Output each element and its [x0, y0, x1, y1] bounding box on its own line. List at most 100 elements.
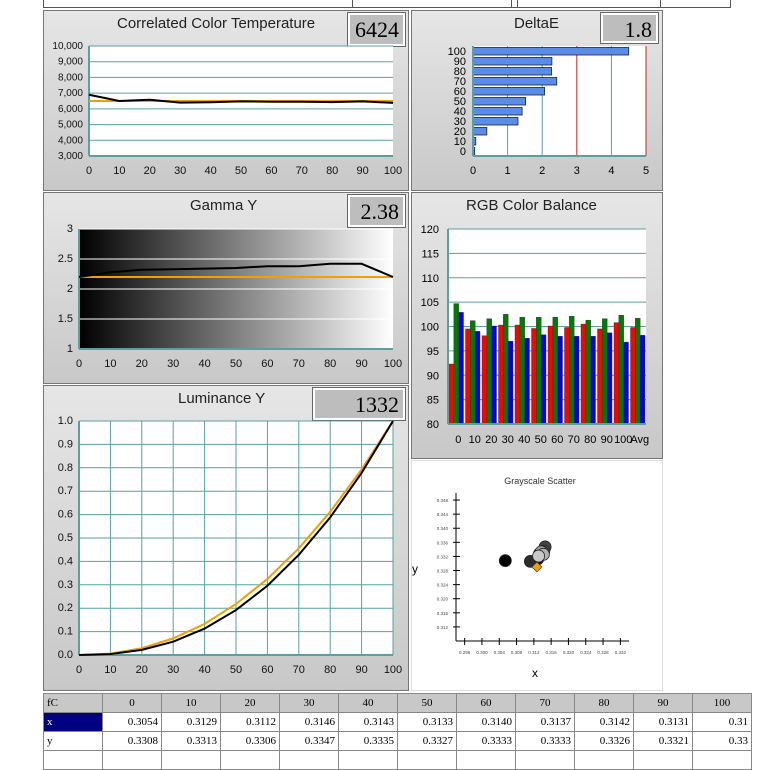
x-tick-label: 0.296: [459, 650, 471, 655]
x-tick-label: 100: [384, 165, 402, 177]
measured-line: [78, 262, 394, 278]
blue-bar: [639, 335, 646, 425]
table-cell[interactable]: 0.33: [692, 731, 752, 751]
table-cell[interactable]: 0.3140: [456, 712, 516, 732]
table-cell[interactable]: 0.3133: [397, 712, 457, 732]
table-cell[interactable]: [397, 750, 457, 770]
x-axis-label: x: [532, 666, 538, 680]
y-tick-label: 95: [427, 346, 439, 358]
y-tick-label: 115: [421, 248, 439, 260]
table-cell[interactable]: 0.3335: [338, 731, 398, 751]
x-tick-label: 90: [356, 165, 368, 177]
x-tick-label: 10: [104, 358, 116, 370]
y-tick-label: 10,000: [52, 41, 83, 52]
x-tick-label: 10: [113, 165, 125, 177]
table-cell[interactable]: [161, 750, 221, 770]
y-tick-label: 5,000: [58, 120, 83, 131]
table-cell[interactable]: [43, 750, 103, 770]
table-cell[interactable]: [102, 750, 162, 770]
table-cell[interactable]: 0.3112: [220, 712, 280, 732]
red-bar: [448, 363, 455, 425]
table-cell[interactable]: 0.3131: [633, 712, 693, 732]
y-tick-label: 0.340: [437, 526, 449, 531]
blue-bar: [491, 325, 497, 425]
x-tick-label: 30: [174, 165, 186, 177]
green-bar: [635, 318, 641, 425]
red-bar: [481, 335, 488, 425]
red-bar: [580, 323, 587, 425]
y-tick-label: 4,000: [58, 135, 83, 146]
top-dropdown[interactable]: [517, 0, 661, 8]
green-bar: [569, 316, 575, 425]
x-tick-label: 60: [261, 358, 273, 370]
table-cell[interactable]: 0.3146: [279, 712, 339, 732]
blue-bar: [474, 331, 481, 425]
green-bar: [585, 319, 591, 425]
table-cell[interactable]: [633, 750, 693, 770]
table-cell[interactable]: 0.3129: [161, 712, 221, 732]
x-tick-label: 70: [293, 358, 305, 370]
x-tick-label: 80: [324, 358, 336, 370]
deltae-value: 1.8: [600, 12, 659, 44]
table-row[interactable]: y 0.3308 0.3313 0.3306 0.3347 0.3335 0.3327 0.3…: [43, 731, 752, 751]
table-row[interactable]: [43, 750, 752, 770]
table-cell[interactable]: 0.3313: [161, 731, 221, 751]
table-cell[interactable]: 0.3054: [102, 712, 162, 732]
x-tick-label: 1: [505, 165, 511, 177]
table-cell[interactable]: [338, 750, 398, 770]
scatter-panel: Grayscale Scatter 0.312 0.316 0.320 0.324 0.3…: [411, 460, 663, 691]
table-cell[interactable]: 0.3333: [515, 731, 575, 751]
y-tick-label: 0.9: [58, 438, 73, 450]
red-bar: [498, 324, 504, 425]
y-tick-label: 0.1: [58, 626, 73, 638]
top-field-2[interactable]: [352, 0, 512, 8]
table-cell[interactable]: 0.31: [692, 712, 752, 732]
column-header: 10: [161, 693, 221, 713]
x-tick-label: 10: [469, 434, 481, 446]
deltae-title: DeltaE: [514, 15, 560, 32]
table-cell[interactable]: [456, 750, 516, 770]
green-bar: [486, 318, 492, 425]
blue-bar: [458, 312, 464, 425]
green-bar: [470, 320, 476, 425]
y-tick-label: 80: [427, 419, 439, 431]
table-cell[interactable]: 0.3308: [102, 731, 162, 751]
table-cell[interactable]: [692, 750, 752, 770]
y-tick-label: 40: [454, 106, 466, 118]
y-tick-label: 0.312: [437, 625, 449, 630]
table-cell[interactable]: [574, 750, 634, 770]
y-tick-label: 90: [454, 56, 466, 68]
table-cell[interactable]: 0.3143: [338, 712, 398, 732]
x-tick-label: 0.324: [580, 650, 592, 655]
table-cell[interactable]: 0.3306: [220, 731, 280, 751]
y-tick-label: 0.344: [437, 512, 449, 517]
table-cell[interactable]: 0.3347: [279, 731, 339, 751]
table-cell[interactable]: [515, 750, 575, 770]
y-tick-label: 2: [67, 283, 73, 295]
y-tick-label: 60: [454, 86, 466, 98]
blue-bar: [606, 332, 613, 425]
y-tick-label: 1.0: [58, 415, 73, 427]
x-tick-label: 40: [198, 358, 210, 370]
x-tick-label: 30: [167, 664, 179, 676]
table-cell[interactable]: 0.3333: [456, 731, 516, 751]
table-cell[interactable]: 0.3327: [397, 731, 457, 751]
row-header[interactable]: x: [43, 712, 103, 732]
table-cell[interactable]: [220, 750, 280, 770]
table-row[interactable]: x 0.3054 0.3129 0.3112 0.3146 0.3143 0.3133 0.3…: [43, 712, 752, 732]
y-tick-label: 90: [427, 370, 439, 382]
row-header[interactable]: y: [43, 731, 103, 751]
column-header: 80: [574, 693, 634, 713]
y-axis-label: y: [412, 562, 418, 576]
x-tick-label: 100: [384, 664, 402, 676]
x-tick-label: 3: [574, 165, 580, 177]
table-cell[interactable]: [279, 750, 339, 770]
table-cell[interactable]: 0.3321: [633, 731, 693, 751]
table-cell[interactable]: 0.3326: [574, 731, 634, 751]
target-point: [531, 561, 543, 573]
x-tick-label: 20: [144, 165, 156, 177]
x-tick-label: 0.300: [476, 650, 488, 655]
table-cell[interactable]: 0.3142: [574, 712, 634, 732]
y-tick-label: 0.332: [437, 554, 449, 559]
table-cell[interactable]: 0.3137: [515, 712, 575, 732]
